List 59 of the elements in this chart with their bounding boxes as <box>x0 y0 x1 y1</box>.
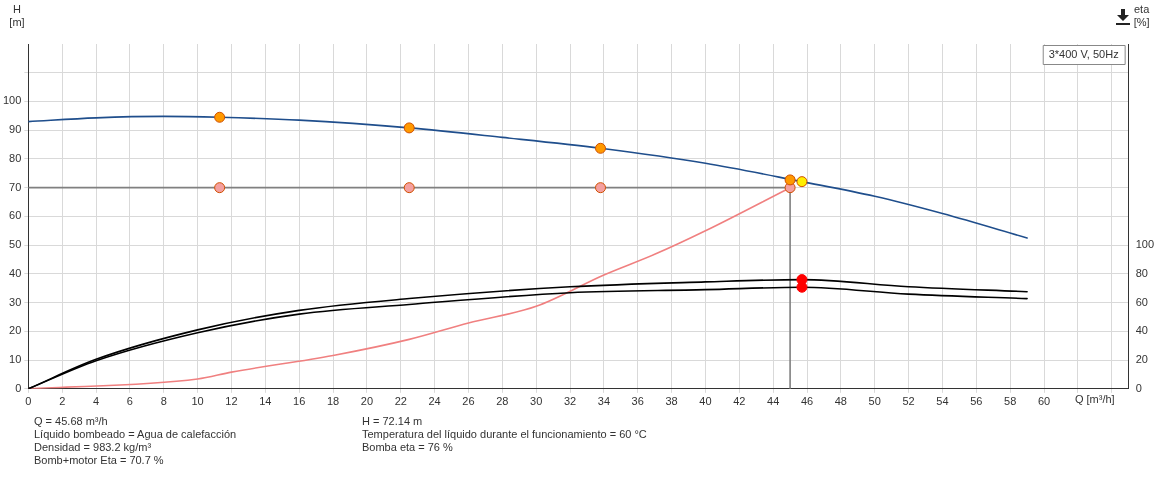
y-tick-label: 90 <box>9 123 22 136</box>
x-tick-label: 48 <box>834 395 847 408</box>
y-axis-title: H [m] <box>9 2 25 28</box>
x-tick-label: 12 <box>225 395 238 408</box>
x-tick-label: 36 <box>631 395 644 408</box>
x-tick-label: 54 <box>936 395 949 408</box>
text: Temperatura del líquido durante el funcionamiento = 60 °C <box>362 428 648 440</box>
y-tick-label: 50 <box>9 238 22 251</box>
y-tick-label: 60 <box>9 209 22 222</box>
y2-tick-label: 100 <box>1135 238 1155 251</box>
y-tick-label: 20 <box>9 324 22 337</box>
x-tick-label: 44 <box>767 395 780 408</box>
x-tick-label: 50 <box>868 395 881 408</box>
y-tick-label: 0 <box>15 381 22 394</box>
text: Bomb+motor Eta = 70.7 % <box>34 454 165 466</box>
x-axis-title: Q [m³/h] <box>1074 393 1115 406</box>
y2-tick-label: 20 <box>1135 353 1148 366</box>
x-tick-label: 4 <box>93 395 100 408</box>
x-tick-label: 6 <box>126 395 133 408</box>
x-tick-label: 52 <box>902 395 915 408</box>
x-tick-label: 0 <box>25 395 32 408</box>
y-tick-label: 80 <box>9 151 22 164</box>
x-tick-label: 38 <box>665 395 678 408</box>
y-tick-label: 70 <box>9 180 22 193</box>
x-tick-label: 46 <box>800 395 814 408</box>
text: H = 72.14 m <box>362 415 424 427</box>
y2-axis-title: eta [%] <box>1133 2 1151 28</box>
y-tick-label: 100 <box>2 94 22 107</box>
text: Q = 45.68 m³/h <box>34 415 109 427</box>
y-tick-label: 40 <box>9 266 22 279</box>
text: Bomba eta = 76 % <box>362 441 454 453</box>
y2-tick-label: 40 <box>1135 324 1148 337</box>
x-tick-label: 10 <box>191 395 204 408</box>
y2-tick-label: 60 <box>1135 295 1148 308</box>
x-tick-label: 18 <box>326 395 340 408</box>
x-tick-label: 2 <box>59 395 66 408</box>
x-tick-label: 8 <box>160 395 167 408</box>
text: Densidad = 983.2 kg/m³ <box>34 441 153 453</box>
x-tick-label: 60 <box>1037 395 1051 408</box>
x-tick-label: 32 <box>563 395 577 408</box>
x-tick-label: 24 <box>428 395 441 408</box>
chart-subtitle: 3*400 V, 50Hz <box>1048 48 1119 61</box>
x-tick-label: 30 <box>530 395 543 408</box>
text: Líquido bombeado = Agua de calefacción <box>34 428 238 440</box>
x-tick-label: 42 <box>733 395 746 408</box>
x-tick-label: 58 <box>1004 395 1017 408</box>
x-tick-label: 20 <box>360 395 374 408</box>
x-tick-label: 14 <box>259 395 272 408</box>
y2-tick-label: 80 <box>1135 266 1148 279</box>
x-tick-label: 22 <box>394 395 407 408</box>
x-tick-label: 34 <box>597 395 611 408</box>
y-tick-label: 30 <box>9 295 22 308</box>
x-tick-label: 40 <box>699 395 712 408</box>
x-tick-label: 26 <box>462 395 475 408</box>
x-tick-label: 16 <box>293 395 306 408</box>
x-tick-label: 28 <box>496 395 509 408</box>
y-tick-label: 10 <box>9 353 22 366</box>
x-tick-label: 56 <box>970 395 983 408</box>
y2-tick-label: 0 <box>1135 381 1142 394</box>
